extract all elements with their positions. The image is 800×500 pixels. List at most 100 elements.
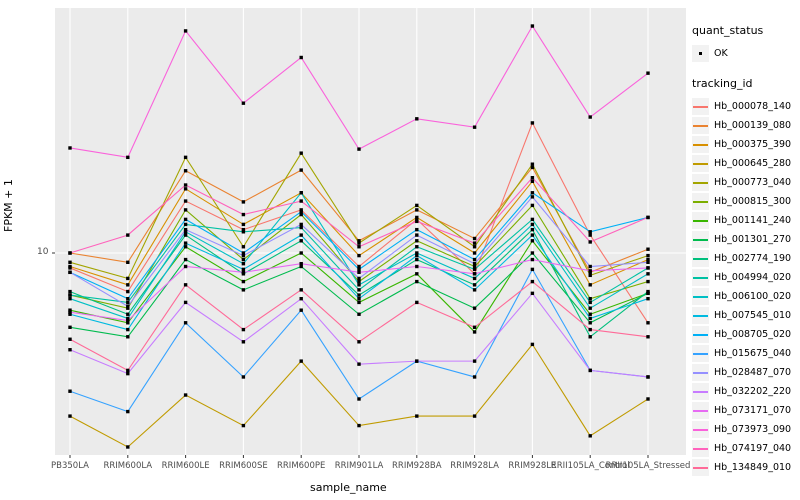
data-point xyxy=(183,241,188,245)
data-point xyxy=(357,423,361,428)
data-point xyxy=(357,279,361,284)
data-point xyxy=(530,279,535,284)
data-point xyxy=(68,414,72,418)
legend-item-tracking: Hb_006100_020 xyxy=(692,287,791,306)
data-point xyxy=(530,203,535,208)
legend-key-line xyxy=(692,231,709,248)
legend-item-tracking: Hb_074197_040 xyxy=(692,439,791,458)
data-point xyxy=(415,215,419,220)
data-point xyxy=(415,257,419,262)
data-point xyxy=(530,179,535,184)
data-point xyxy=(357,267,361,272)
data-point xyxy=(588,233,592,237)
data-point xyxy=(530,195,535,199)
data-point xyxy=(588,312,592,316)
data-point xyxy=(646,253,650,258)
x-tick-label: RRII105LA_Stressed xyxy=(605,461,691,471)
data-point xyxy=(530,251,535,255)
legend-item-tracking: Hb_000078_140 xyxy=(692,97,791,116)
x-tick-label: PB350LA xyxy=(51,461,89,471)
data-point xyxy=(357,276,361,281)
y-axis-tick-label: 10 xyxy=(37,247,49,257)
data-point xyxy=(530,239,535,243)
data-point xyxy=(646,296,650,301)
data-point xyxy=(241,327,246,332)
data-point xyxy=(183,321,188,325)
data-point xyxy=(68,270,72,275)
data-point xyxy=(357,340,361,344)
data-point xyxy=(241,340,246,344)
data-point xyxy=(241,279,246,284)
data-point xyxy=(472,288,477,292)
data-point xyxy=(299,239,303,243)
data-point xyxy=(241,227,246,232)
data-point xyxy=(415,359,419,363)
legend-key-line xyxy=(692,440,709,457)
data-point xyxy=(530,162,535,166)
legend-key-line xyxy=(692,155,709,172)
data-point xyxy=(472,325,477,329)
data-point xyxy=(530,267,535,272)
data-point xyxy=(646,272,650,276)
data-point xyxy=(357,270,361,275)
data-point xyxy=(530,291,535,296)
legend-key-point xyxy=(692,45,709,62)
legend-item-label: Hb_000078_140 xyxy=(714,101,792,112)
y-axis-title: FPKM + 1 xyxy=(2,179,15,232)
data-point xyxy=(472,283,477,287)
data-point xyxy=(357,264,361,269)
data-point xyxy=(357,296,361,301)
data-point xyxy=(415,219,419,224)
data-point xyxy=(472,272,477,276)
data-point xyxy=(126,296,130,301)
data-point xyxy=(530,121,535,125)
data-point xyxy=(241,261,246,266)
data-point xyxy=(415,203,419,208)
data-point xyxy=(357,283,361,287)
data-point xyxy=(357,241,361,245)
legend-key-line xyxy=(692,326,709,343)
x-tick-label: RRII105LA_Control xyxy=(550,461,630,471)
legend-item-tracking: Hb_000815_300 xyxy=(692,192,791,211)
legend-item-label: OK xyxy=(714,48,728,59)
legend-key-line xyxy=(692,421,709,438)
data-point xyxy=(183,199,188,203)
legend-item-label: Hb_032202_220 xyxy=(714,386,792,397)
legend-item-tracking: Hb_002774_190 xyxy=(692,249,791,268)
data-point xyxy=(126,304,130,308)
data-point xyxy=(530,233,535,237)
data-point xyxy=(183,29,188,33)
data-point xyxy=(646,375,650,379)
legend-key-line xyxy=(692,364,709,381)
data-point xyxy=(126,300,130,305)
data-point xyxy=(126,321,130,325)
data-point xyxy=(299,199,303,203)
data-point xyxy=(126,233,130,237)
data-point xyxy=(357,147,361,151)
data-point xyxy=(183,283,188,287)
data-point xyxy=(68,348,72,352)
legend-item-label: Hb_001301_270 xyxy=(714,234,792,245)
data-point xyxy=(241,200,246,204)
x-tick-label: RRIM600PE xyxy=(277,461,326,471)
legend-item-quant: OK xyxy=(692,44,791,63)
data-point xyxy=(299,308,303,312)
data-point xyxy=(68,337,72,341)
data-point xyxy=(68,293,72,297)
x-tick-label: RRIM600LE xyxy=(161,461,210,471)
data-point xyxy=(472,257,477,262)
data-point xyxy=(299,210,303,214)
legend-key-line xyxy=(692,459,709,476)
legend-key-line xyxy=(692,136,709,153)
legend-item-label: Hb_073171_070 xyxy=(714,405,792,416)
data-point xyxy=(530,227,535,232)
data-point xyxy=(68,325,72,329)
data-point xyxy=(588,273,592,278)
data-point xyxy=(183,257,188,262)
legend-item-tracking: Hb_073973_090 xyxy=(692,420,791,439)
data-point xyxy=(126,283,130,287)
data-point xyxy=(183,393,188,397)
x-tick-label: RRIM600SE xyxy=(219,461,268,471)
data-point xyxy=(68,289,72,294)
